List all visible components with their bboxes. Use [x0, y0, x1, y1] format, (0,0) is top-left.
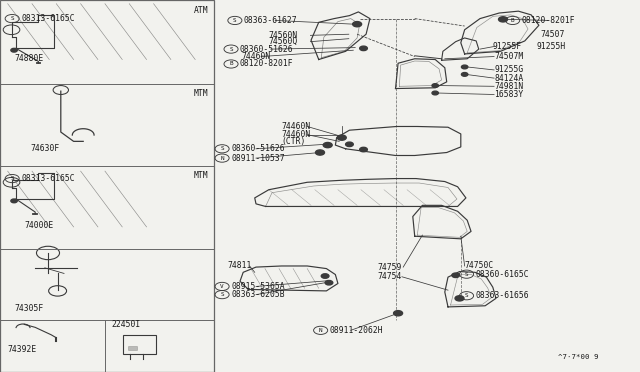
Bar	[128, 346, 138, 350]
Circle shape	[360, 46, 367, 51]
Text: B: B	[511, 18, 515, 23]
Text: S: S	[465, 272, 468, 277]
Text: S: S	[220, 146, 224, 151]
Circle shape	[455, 296, 464, 301]
Text: 08360-51626: 08360-51626	[240, 45, 294, 54]
Circle shape	[11, 48, 17, 52]
Text: 74981N: 74981N	[494, 82, 524, 91]
Text: 08363-61627: 08363-61627	[244, 16, 298, 25]
Circle shape	[499, 17, 508, 22]
Text: 74392E: 74392E	[8, 345, 37, 354]
Text: 08915-5365A: 08915-5365A	[231, 282, 285, 291]
Text: 74754: 74754	[378, 272, 402, 281]
Text: 74750C: 74750C	[465, 262, 494, 270]
Text: 74880E: 74880E	[14, 54, 44, 63]
Circle shape	[316, 150, 324, 155]
Text: 08313-6165C: 08313-6165C	[21, 174, 75, 183]
Text: (CTR): (CTR)	[282, 137, 306, 146]
Text: 08363-61656: 08363-61656	[476, 291, 529, 300]
Circle shape	[337, 135, 346, 140]
Circle shape	[321, 274, 329, 278]
Text: 08313-6165C: 08313-6165C	[21, 14, 75, 23]
Text: N: N	[220, 155, 224, 161]
Text: 74305F: 74305F	[14, 304, 44, 313]
Circle shape	[11, 199, 17, 203]
Text: 91255H: 91255H	[536, 42, 566, 51]
Text: S: S	[10, 176, 14, 181]
Text: 84124A: 84124A	[494, 74, 524, 83]
Text: 74560Q: 74560Q	[269, 37, 298, 46]
Text: 74630F: 74630F	[31, 144, 60, 153]
Circle shape	[452, 273, 460, 278]
Text: 74507M: 74507M	[494, 52, 524, 61]
Text: 74759: 74759	[378, 263, 402, 272]
Circle shape	[432, 84, 438, 87]
Circle shape	[394, 311, 403, 316]
Bar	[123, 335, 156, 354]
Circle shape	[432, 91, 438, 95]
Text: 08120-8201F: 08120-8201F	[522, 16, 575, 25]
Text: 08911-10537: 08911-10537	[231, 154, 285, 163]
Text: 08120-8201F: 08120-8201F	[240, 60, 294, 68]
Text: 74460N: 74460N	[242, 52, 271, 61]
Text: N: N	[319, 328, 323, 333]
Text: 74460N: 74460N	[282, 122, 311, 131]
Text: 08360-6165C: 08360-6165C	[476, 270, 529, 279]
Text: ^7·7*00 9: ^7·7*00 9	[558, 354, 598, 360]
Text: S: S	[10, 16, 14, 21]
Text: S: S	[220, 292, 224, 297]
Text: 08360-51626: 08360-51626	[231, 144, 285, 153]
Text: 74560N: 74560N	[269, 31, 298, 40]
Text: 74460N: 74460N	[282, 130, 311, 139]
Text: MTM: MTM	[194, 89, 209, 98]
Bar	[0, 0, 214, 372]
Text: 22450I: 22450I	[111, 320, 140, 329]
Text: 91255G: 91255G	[494, 65, 524, 74]
Text: ATM: ATM	[194, 6, 209, 15]
Text: 74811: 74811	[227, 262, 252, 270]
Text: S: S	[233, 18, 237, 23]
Circle shape	[461, 65, 468, 69]
Text: 74000E: 74000E	[24, 221, 54, 230]
Text: S: S	[465, 293, 468, 298]
Text: MTM: MTM	[194, 171, 209, 180]
Circle shape	[353, 22, 362, 27]
Circle shape	[461, 73, 468, 76]
Text: S: S	[229, 46, 233, 52]
Circle shape	[346, 142, 353, 147]
Text: B: B	[229, 61, 233, 67]
Text: 08911-2062H: 08911-2062H	[330, 326, 383, 335]
Text: 08363-6205B: 08363-6205B	[231, 290, 285, 299]
Circle shape	[323, 142, 332, 148]
Circle shape	[325, 280, 333, 285]
Text: 16583Y: 16583Y	[494, 90, 524, 99]
Circle shape	[360, 147, 367, 152]
Text: 74507: 74507	[541, 30, 565, 39]
Text: 91255F: 91255F	[493, 42, 522, 51]
Text: V: V	[220, 284, 224, 289]
